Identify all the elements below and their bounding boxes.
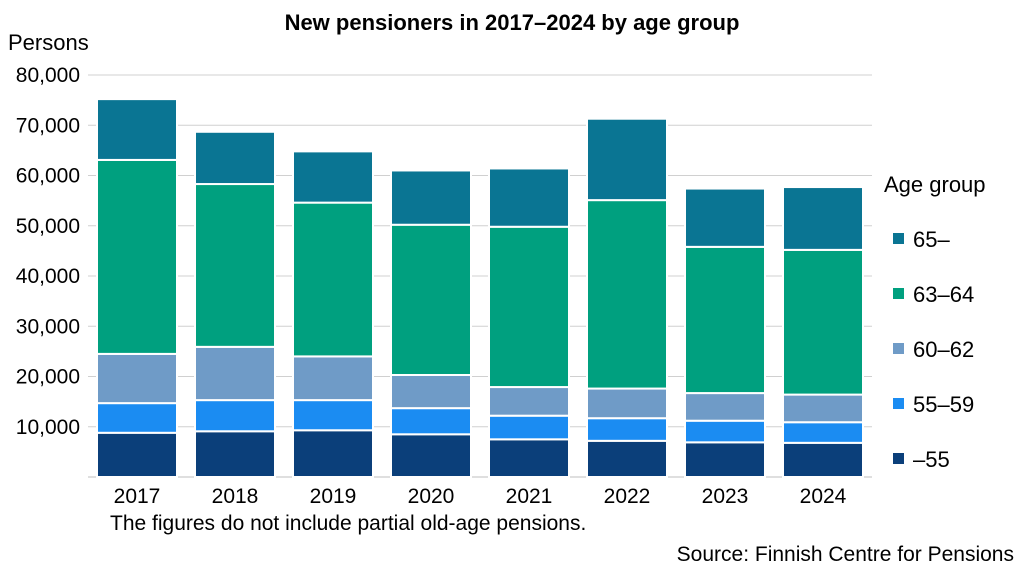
bar-segment	[586, 439, 668, 479]
legend-label: 55–59	[913, 392, 974, 417]
x-tick-label: 2017	[114, 485, 161, 508]
bar-segment	[96, 431, 178, 478]
bar-segment	[194, 130, 276, 186]
bar-segment	[292, 429, 374, 478]
legend-swatch	[893, 288, 904, 299]
bar-segment	[782, 441, 864, 478]
bar-segment	[488, 225, 570, 389]
source-note: Source: Finnish Centre for Pensions	[676, 543, 1014, 566]
bar-segment	[782, 421, 864, 444]
footnote: The figures do not include partial old-a…	[110, 512, 587, 535]
x-tick-label: 2022	[604, 485, 651, 508]
bar-segment	[390, 223, 472, 376]
bar-segment	[488, 414, 570, 441]
bar-segment	[194, 399, 276, 433]
legend-label: –55	[913, 447, 950, 472]
legend-label: 60–62	[913, 337, 974, 362]
x-tick-label: 2020	[408, 485, 455, 508]
y-tick-label: 50,000	[16, 215, 80, 238]
bar-segment	[684, 392, 766, 422]
legend-label: 63–64	[913, 282, 974, 307]
bar-segment	[488, 386, 570, 417]
bar-segment	[390, 373, 472, 410]
y-tick-label: 10,000	[16, 416, 80, 439]
bar-segment	[684, 419, 766, 444]
bar-segment	[390, 433, 472, 479]
bar-segment	[684, 441, 766, 479]
bar-segment	[782, 186, 864, 251]
bar-segment	[586, 117, 668, 202]
bar-segment	[96, 98, 178, 161]
bar-segment	[390, 407, 472, 436]
bar-segment	[586, 199, 668, 390]
bar-segment	[194, 183, 276, 348]
legend-swatch	[893, 233, 904, 244]
y-axis-label: Persons	[8, 30, 89, 55]
bar-segment	[782, 248, 864, 396]
bar-segment	[292, 399, 374, 432]
y-tick-label: 40,000	[16, 265, 80, 288]
legend-swatch	[893, 343, 904, 354]
chart-title: New pensioners in 2017–2024 by age group	[284, 10, 740, 35]
bar-segment	[684, 245, 766, 395]
bar-segment	[586, 417, 668, 442]
bar-segment	[390, 169, 472, 226]
legend-swatch	[893, 453, 904, 464]
legend-label: 65–	[913, 227, 950, 252]
bar-segment	[96, 402, 178, 434]
x-tick-label: 2024	[800, 485, 847, 508]
y-tick-label: 30,000	[16, 315, 80, 338]
legend-title: Age group	[884, 172, 986, 197]
x-tick-label: 2019	[310, 485, 357, 508]
bar-segment	[292, 150, 374, 204]
y-tick-label: 20,000	[16, 366, 80, 389]
bar-segment	[194, 345, 276, 402]
bar-segment	[96, 352, 178, 405]
bar-segment	[292, 355, 374, 402]
y-tick-label: 60,000	[16, 165, 80, 188]
bar-segment	[782, 393, 864, 424]
bar-segment	[96, 158, 178, 355]
bar-segment	[292, 201, 374, 358]
y-tick-label: 80,000	[16, 64, 80, 87]
bar-segment	[488, 167, 570, 228]
bar-segment	[194, 430, 276, 478]
bar-segment	[684, 187, 766, 248]
x-tick-label: 2021	[506, 485, 553, 508]
x-tick-label: 2023	[702, 485, 749, 508]
y-tick-label: 70,000	[16, 114, 80, 137]
legend-swatch	[893, 398, 904, 409]
bar-segment	[488, 438, 570, 478]
bar-segment	[586, 387, 668, 420]
x-tick-label: 2018	[212, 485, 259, 508]
